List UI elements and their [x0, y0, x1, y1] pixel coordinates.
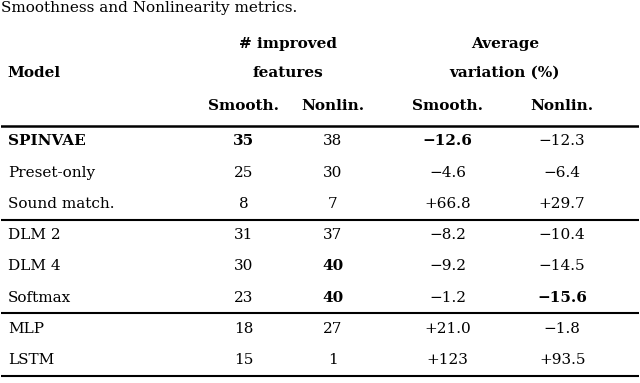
- Text: variation (%): variation (%): [449, 66, 560, 80]
- Text: LSTM: LSTM: [8, 354, 54, 368]
- Text: Smooth.: Smooth.: [208, 98, 279, 113]
- Text: Softmax: Softmax: [8, 291, 71, 305]
- Text: +66.8: +66.8: [424, 197, 471, 211]
- Text: 38: 38: [323, 134, 342, 148]
- Text: 31: 31: [234, 228, 253, 242]
- Text: −14.5: −14.5: [539, 260, 586, 273]
- Text: 37: 37: [323, 228, 342, 242]
- Text: −8.2: −8.2: [429, 228, 466, 242]
- Text: 27: 27: [323, 322, 342, 336]
- Text: Average: Average: [471, 37, 539, 51]
- Text: 25: 25: [234, 165, 253, 180]
- Text: 1: 1: [328, 354, 338, 368]
- Text: −1.8: −1.8: [544, 322, 580, 336]
- Text: Nonlin.: Nonlin.: [301, 98, 364, 113]
- Text: 30: 30: [234, 260, 253, 273]
- Text: Model: Model: [8, 66, 61, 80]
- Text: +21.0: +21.0: [424, 322, 471, 336]
- Text: −10.4: −10.4: [539, 228, 586, 242]
- Text: Smoothness and Nonlinearity metrics.: Smoothness and Nonlinearity metrics.: [1, 1, 298, 15]
- Text: 30: 30: [323, 165, 342, 180]
- Text: Smooth.: Smooth.: [412, 98, 483, 113]
- Text: −12.3: −12.3: [539, 134, 586, 148]
- Text: 35: 35: [233, 134, 254, 148]
- Text: 18: 18: [234, 322, 253, 336]
- Text: Preset-only: Preset-only: [8, 165, 95, 180]
- Text: Nonlin.: Nonlin.: [531, 98, 594, 113]
- Text: features: features: [253, 66, 323, 80]
- Text: Sound match.: Sound match.: [8, 197, 115, 211]
- Text: DLM 2: DLM 2: [8, 228, 60, 242]
- Text: 40: 40: [322, 291, 344, 305]
- Text: 23: 23: [234, 291, 253, 305]
- Text: −4.6: −4.6: [429, 165, 466, 180]
- Text: 40: 40: [322, 260, 344, 273]
- Text: −15.6: −15.6: [537, 291, 587, 305]
- Text: DLM 4: DLM 4: [8, 260, 60, 273]
- Text: +29.7: +29.7: [539, 197, 586, 211]
- Text: SPINVAE: SPINVAE: [8, 134, 86, 148]
- Text: −12.6: −12.6: [422, 134, 472, 148]
- Text: −6.4: −6.4: [543, 165, 580, 180]
- Text: MLP: MLP: [8, 322, 44, 336]
- Text: 15: 15: [234, 354, 253, 368]
- Text: +123: +123: [426, 354, 468, 368]
- Text: −1.2: −1.2: [429, 291, 466, 305]
- Text: 8: 8: [239, 197, 248, 211]
- Text: +93.5: +93.5: [539, 354, 586, 368]
- Text: 7: 7: [328, 197, 337, 211]
- Text: # improved: # improved: [239, 37, 337, 51]
- Text: −9.2: −9.2: [429, 260, 466, 273]
